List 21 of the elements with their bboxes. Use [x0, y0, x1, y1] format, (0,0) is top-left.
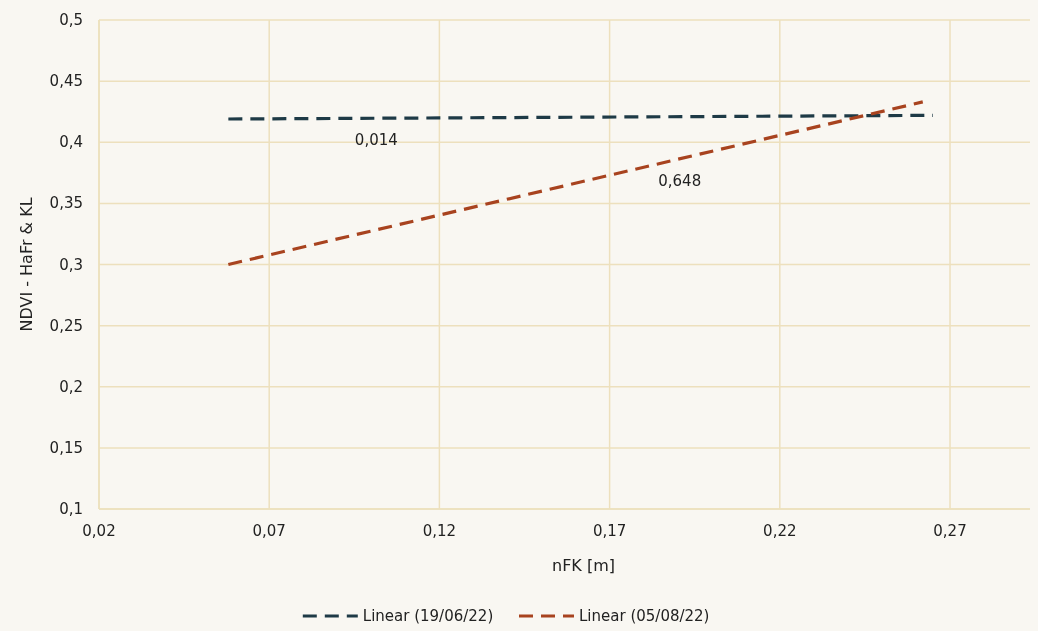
x-tick-label: 0,07	[252, 522, 286, 540]
y-tick-label: 0,5	[59, 11, 83, 29]
annotation: 0,648	[658, 171, 702, 190]
annotation: 0,014	[354, 131, 398, 150]
legend-label: Linear (05/08/22)	[579, 607, 710, 625]
y-axis-title: NDVI - HaFr & KL	[17, 197, 36, 332]
x-tick-label: 0,12	[422, 522, 457, 540]
x-tick-label: 0,22	[763, 522, 797, 540]
y-tick-label: 0,35	[49, 194, 83, 213]
y-tick-label: 0,2	[59, 377, 83, 396]
x-tick-label: 0,02	[82, 522, 116, 540]
x-tick-label: 0,27	[933, 522, 967, 540]
y-tick-label: 0,1	[59, 500, 83, 518]
x-tick-label: 0,17	[592, 522, 627, 540]
y-tick-label: 0,3	[59, 255, 83, 274]
y-tick-label: 0,15	[49, 438, 83, 457]
legend-label: Linear (19/06/22)	[362, 607, 494, 625]
y-tick-label: 0,4	[59, 133, 83, 152]
y-tick-label: 0,45	[49, 72, 83, 91]
x-axis-title: nFK [m]	[552, 556, 615, 575]
y-tick-label: 0,25	[49, 316, 83, 335]
